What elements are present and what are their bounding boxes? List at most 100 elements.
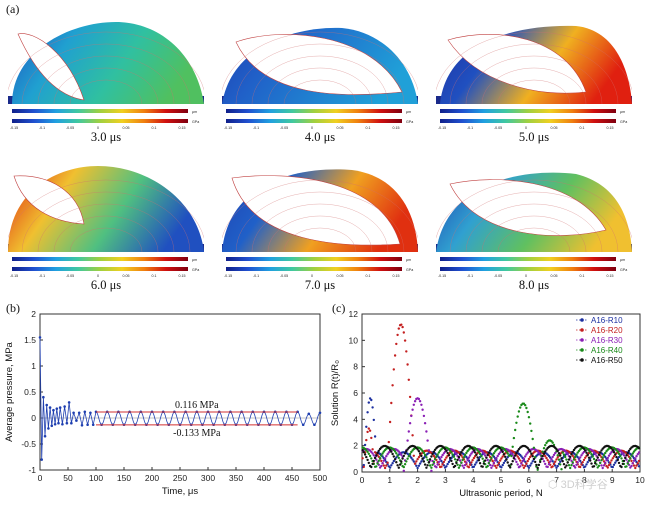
data-point xyxy=(612,463,616,466)
data-point xyxy=(587,449,591,452)
scale-unit: μm xyxy=(406,110,411,114)
contour-line xyxy=(251,55,389,104)
data-point xyxy=(362,463,365,467)
data-point xyxy=(61,422,64,426)
data-point xyxy=(50,424,54,428)
y-tick-label: 1.5 xyxy=(24,335,36,345)
data-point xyxy=(510,454,513,458)
sim-panel: -0.15 -0.1 -0.05 0 0.05 0.1 0.15 GPa μm 4.0 μs xyxy=(222,12,418,147)
data-point xyxy=(570,453,573,456)
data-point xyxy=(410,414,413,418)
data-point xyxy=(91,423,95,427)
data-point xyxy=(602,464,606,467)
data-point xyxy=(421,449,424,453)
data-point xyxy=(63,405,66,408)
data-point xyxy=(634,466,637,470)
scale-unit: μm xyxy=(620,110,625,114)
data-point xyxy=(485,456,488,459)
data-point xyxy=(616,458,619,462)
data-point xyxy=(630,464,633,468)
data-point xyxy=(575,453,578,456)
data-point xyxy=(417,456,421,459)
data-point xyxy=(57,421,60,425)
contour-line xyxy=(21,43,191,104)
sim-field xyxy=(436,172,632,252)
data-point xyxy=(517,457,521,460)
data-point xyxy=(502,461,506,465)
data-point xyxy=(511,445,514,448)
data-point xyxy=(511,460,514,463)
data-point xyxy=(43,434,47,438)
data-point xyxy=(468,454,472,457)
data-point xyxy=(373,456,377,460)
data-point xyxy=(47,427,50,430)
data-point xyxy=(492,461,496,465)
colorbar-tick-label: 0.15 xyxy=(179,274,186,278)
data-point xyxy=(468,463,472,466)
data-point xyxy=(525,406,528,410)
data-point xyxy=(604,455,607,459)
data-point xyxy=(555,448,558,451)
data-point xyxy=(426,439,429,442)
colorbar-tick-label: -0.15 xyxy=(224,126,232,130)
data-point xyxy=(597,453,601,456)
colorbar-bottom xyxy=(226,267,402,271)
data-point xyxy=(534,455,537,459)
data-point xyxy=(520,462,523,465)
data-point xyxy=(589,451,592,454)
data-point xyxy=(604,461,607,464)
data-point xyxy=(504,455,507,458)
data-point xyxy=(491,464,494,467)
data-point xyxy=(418,452,422,455)
data-point xyxy=(386,453,389,456)
chart-b: (b) 0 50 100 150 200 250 300 350 400 450 500 -1 -0.5 0… xyxy=(4,301,327,497)
data-point xyxy=(506,461,509,464)
data-point xyxy=(606,456,609,460)
data-point xyxy=(637,447,641,450)
contour-line xyxy=(436,31,632,91)
data-point xyxy=(473,463,477,466)
colorbar-tick-label: -0.05 xyxy=(280,274,288,278)
colorbar-tick-label: 0.05 xyxy=(123,274,130,278)
data-point xyxy=(421,457,424,460)
colorbar: -0.15 -0.1 -0.05 0 0.05 0.1 0.15 GPa μm xyxy=(224,257,413,278)
data-point xyxy=(550,458,553,461)
colorbar-tick-label: 0 xyxy=(311,274,313,278)
colorbar-tick-label: -0.15 xyxy=(438,274,446,278)
x-tick-label: 0 xyxy=(38,473,43,483)
data-point xyxy=(450,459,453,463)
data-point xyxy=(390,450,393,453)
data-point xyxy=(366,430,369,434)
colorbar-tick-label: -0.15 xyxy=(10,274,18,278)
series-a16-r50 xyxy=(361,444,641,470)
data-point xyxy=(541,455,544,458)
data-point xyxy=(627,449,631,452)
data-point xyxy=(367,401,370,404)
data-point xyxy=(395,461,398,464)
data-point xyxy=(576,451,579,454)
contour-line xyxy=(436,179,632,239)
data-point xyxy=(440,455,443,459)
data-point xyxy=(514,454,517,457)
data-point xyxy=(544,462,547,466)
data-point xyxy=(410,456,413,459)
data-point xyxy=(602,454,606,457)
data-point xyxy=(362,465,365,469)
data-point xyxy=(499,459,502,462)
data-point xyxy=(615,455,618,459)
data-point xyxy=(472,465,476,468)
data-point xyxy=(462,456,466,459)
data-point xyxy=(612,451,616,454)
data-point xyxy=(412,454,415,457)
legend-marker xyxy=(580,338,584,342)
colorbar-bottom xyxy=(226,119,402,123)
x-tick-label: 450 xyxy=(285,473,299,483)
data-point xyxy=(442,460,446,464)
contour-line xyxy=(481,67,587,104)
data-point xyxy=(426,464,429,467)
data-point xyxy=(457,455,461,459)
data-point xyxy=(510,452,513,455)
data-point xyxy=(435,455,438,458)
colorbar-tick-label: 0 xyxy=(97,126,99,130)
data-point xyxy=(45,403,49,407)
